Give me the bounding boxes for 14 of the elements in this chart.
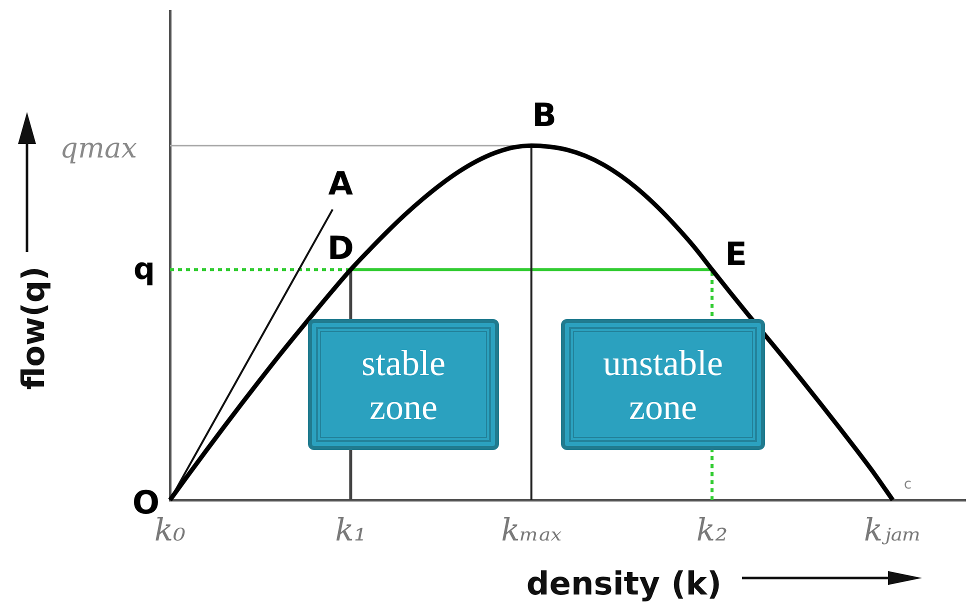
text: q: [134, 252, 155, 287]
x-tick-label: k₀: [154, 512, 186, 549]
x-tick-label: kⱼₐₘ: [864, 512, 922, 549]
x-tick-label: k₁: [335, 512, 366, 549]
series-label: A: [328, 164, 354, 203]
x-tick-label: kₘₐₓ: [501, 512, 562, 549]
x-tick-label: k₂: [696, 512, 728, 549]
text: qmax: [60, 131, 138, 164]
annotation: D: [327, 228, 354, 267]
annotation: c: [904, 476, 912, 493]
annotation: E: [725, 234, 747, 273]
x-axis-title: density (k): [526, 564, 722, 602]
y-axis-title: flow(q): [16, 266, 52, 390]
annotation: B: [532, 96, 557, 134]
